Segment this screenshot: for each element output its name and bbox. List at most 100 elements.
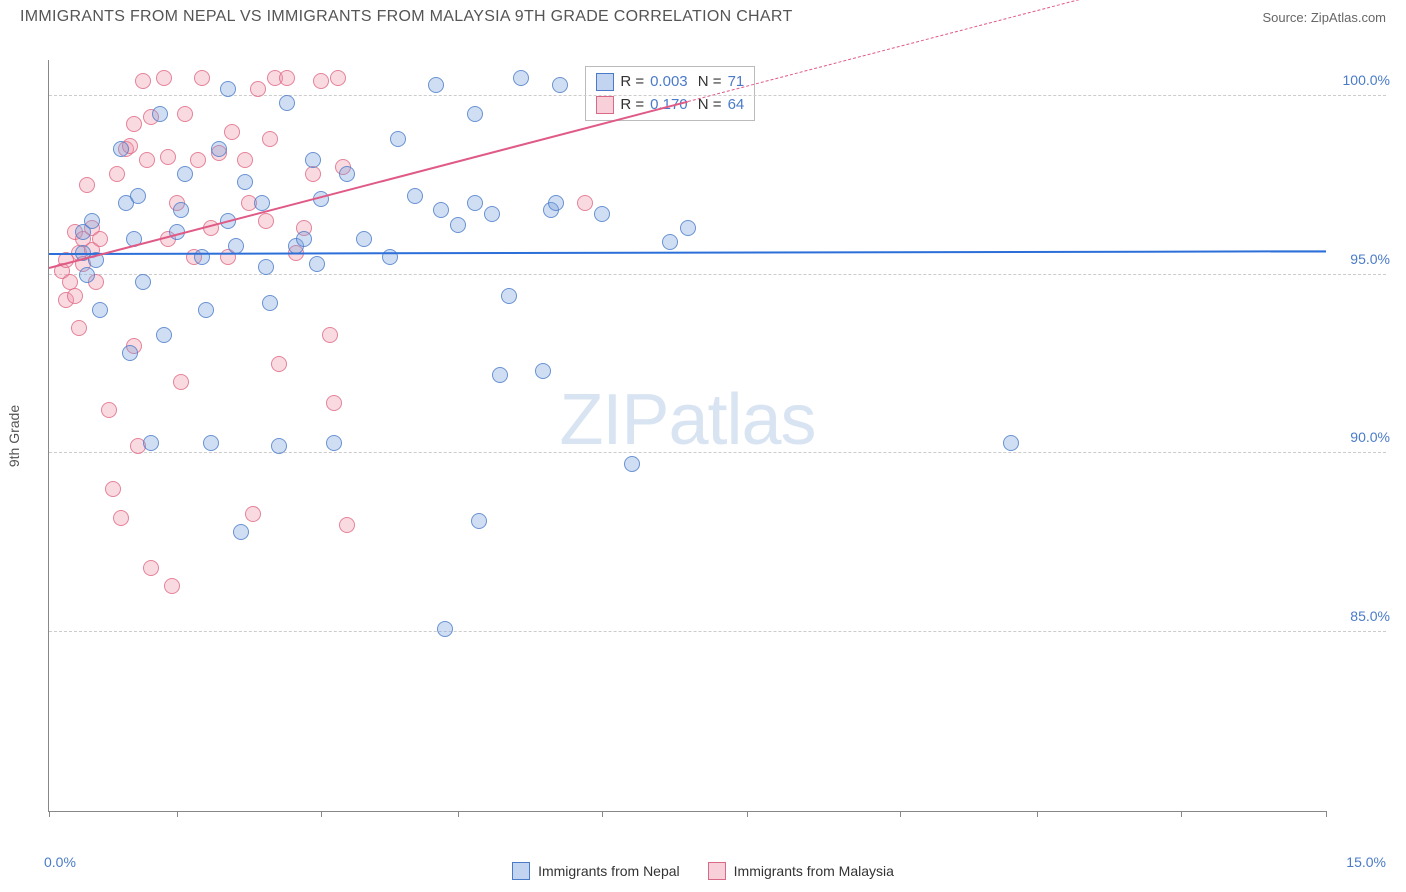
data-point: [143, 435, 159, 451]
y-tick-label: 90.0%: [1350, 429, 1390, 445]
data-point: [305, 166, 321, 182]
data-point: [130, 188, 146, 204]
data-point: [437, 621, 453, 637]
data-point: [279, 95, 295, 111]
data-point: [258, 213, 274, 229]
data-point: [122, 345, 138, 361]
data-point: [326, 435, 342, 451]
data-point: [501, 288, 517, 304]
plot-area: ZIPatlas R = 0.003 N = 71 R = 0.170 N = …: [48, 60, 1326, 812]
data-point: [271, 438, 287, 454]
data-point: [254, 195, 270, 211]
data-point: [250, 81, 266, 97]
data-point: [535, 363, 551, 379]
swatch-pink-icon: [596, 96, 614, 114]
data-point: [258, 259, 274, 275]
data-point: [233, 524, 249, 540]
data-point: [79, 177, 95, 193]
legend-row-nepal: R = 0.003 N = 71: [596, 71, 744, 94]
data-point: [467, 195, 483, 211]
data-point: [101, 402, 117, 418]
data-point: [433, 202, 449, 218]
data-point: [484, 206, 500, 222]
y-tick-label: 100.0%: [1343, 72, 1390, 88]
data-point: [67, 288, 83, 304]
nepal-r-value: 0.003: [650, 71, 688, 94]
data-point: [279, 70, 295, 86]
legend-nepal-label: Immigrants from Nepal: [538, 863, 680, 879]
data-point: [113, 141, 129, 157]
data-point: [577, 195, 593, 211]
data-point: [152, 106, 168, 122]
data-point: [139, 152, 155, 168]
data-point: [467, 106, 483, 122]
data-point: [194, 249, 210, 265]
data-point: [552, 77, 568, 93]
data-point: [407, 188, 423, 204]
data-point: [177, 106, 193, 122]
data-point: [84, 213, 100, 229]
data-point: [113, 510, 129, 526]
data-point: [296, 231, 312, 247]
data-point: [271, 356, 287, 372]
data-point: [198, 302, 214, 318]
series-legend: Immigrants from Nepal Immigrants from Ma…: [0, 862, 1406, 880]
data-point: [109, 166, 125, 182]
x-tick: [1326, 811, 1327, 817]
swatch-pink-icon: [708, 862, 726, 880]
data-point: [160, 149, 176, 165]
y-tick-label: 85.0%: [1350, 608, 1390, 624]
data-point: [1003, 435, 1019, 451]
data-point: [237, 152, 253, 168]
data-point: [220, 81, 236, 97]
data-point: [71, 320, 87, 336]
x-tick: [458, 811, 459, 817]
data-point: [173, 374, 189, 390]
y-axis-label: 9th Grade: [6, 405, 22, 467]
data-point: [330, 70, 346, 86]
data-point: [305, 152, 321, 168]
legend-item-malaysia: Immigrants from Malaysia: [708, 862, 894, 880]
data-point: [382, 249, 398, 265]
data-point: [190, 152, 206, 168]
data-point: [450, 217, 466, 233]
data-point: [126, 116, 142, 132]
data-point: [156, 327, 172, 343]
legend-malaysia-label: Immigrants from Malaysia: [734, 863, 894, 879]
data-point: [339, 166, 355, 182]
data-point: [105, 481, 121, 497]
x-tick: [602, 811, 603, 817]
data-point: [624, 456, 640, 472]
gridline: [49, 274, 1386, 275]
data-point: [92, 302, 108, 318]
y-tick-label: 95.0%: [1350, 251, 1390, 267]
data-point: [224, 124, 240, 140]
data-point: [177, 166, 193, 182]
data-point: [548, 195, 564, 211]
x-tick: [321, 811, 322, 817]
data-point: [680, 220, 696, 236]
x-tick: [900, 811, 901, 817]
data-point: [203, 435, 219, 451]
data-point: [262, 131, 278, 147]
chart-container: 9th Grade ZIPatlas R = 0.003 N = 71 R = …: [48, 40, 1326, 832]
data-point: [194, 70, 210, 86]
chart-source: Source: ZipAtlas.com: [1262, 10, 1386, 25]
x-tick: [1181, 811, 1182, 817]
x-tick: [747, 811, 748, 817]
data-point: [428, 77, 444, 93]
data-point: [143, 560, 159, 576]
swatch-blue-icon: [512, 862, 530, 880]
watermark: ZIPatlas: [559, 379, 815, 461]
swatch-blue-icon: [596, 73, 614, 91]
gridline: [49, 452, 1386, 453]
data-point: [662, 234, 678, 250]
x-tick: [177, 811, 178, 817]
x-tick: [1037, 811, 1038, 817]
data-point: [156, 70, 172, 86]
legend-item-nepal: Immigrants from Nepal: [512, 862, 680, 880]
data-point: [390, 131, 406, 147]
data-point: [326, 395, 342, 411]
x-tick: [49, 811, 50, 817]
data-point: [245, 506, 261, 522]
